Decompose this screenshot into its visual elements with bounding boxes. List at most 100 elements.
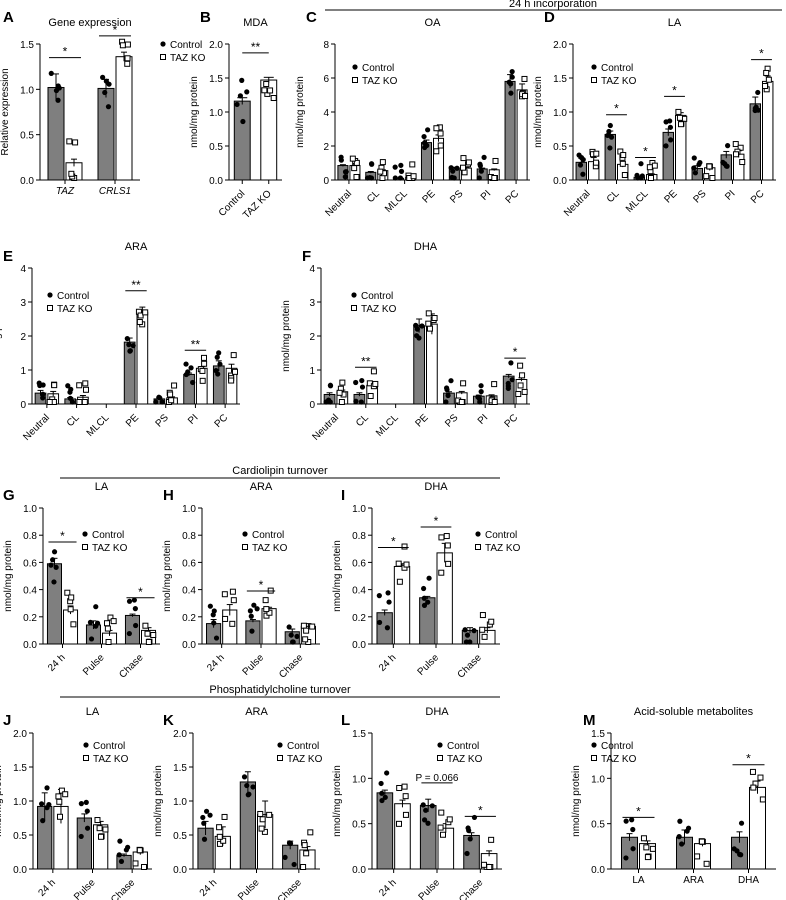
y-tick-label: 1.5 — [352, 729, 366, 740]
chart-E: E ARA 0 1 2 3 4 nmol/mg protein Neutral CL MLCL PE P… — [0, 241, 240, 443]
data-point — [221, 813, 228, 820]
data-point — [183, 361, 189, 367]
bar — [762, 80, 774, 181]
data-point — [691, 155, 697, 161]
data-point — [231, 368, 238, 375]
data-point — [48, 562, 54, 568]
bar — [504, 80, 516, 181]
data-point — [481, 633, 488, 640]
data-point — [159, 399, 165, 405]
y-tick-label: 1.0 — [553, 108, 567, 119]
data-point — [491, 381, 498, 388]
data-point — [336, 389, 343, 396]
data-point — [450, 168, 456, 174]
data-point — [230, 597, 237, 604]
data-point — [444, 387, 450, 393]
data-point — [216, 840, 223, 847]
data-point — [621, 172, 628, 179]
y-tick-label: 2 — [20, 332, 26, 343]
data-point — [76, 382, 83, 389]
data-point — [433, 148, 440, 155]
y-tick-label: 1.5 — [20, 40, 34, 51]
chart-title: DHA — [424, 481, 448, 493]
data-point — [222, 615, 229, 622]
data-point — [262, 597, 269, 604]
data-point — [358, 399, 364, 405]
chart-title: LA — [668, 17, 682, 29]
significance-label: ** — [191, 337, 201, 351]
data-point — [379, 175, 386, 181]
data-point — [353, 159, 360, 166]
data-point — [438, 809, 445, 816]
data-point — [55, 97, 61, 103]
data-point — [517, 382, 524, 389]
data-point — [270, 95, 277, 102]
data-point — [105, 104, 112, 110]
data-point — [68, 386, 74, 392]
data-point — [140, 864, 147, 870]
y-tick-label: 0.8 — [23, 531, 37, 542]
chart-G: G LA 0.0 0.2 0.4 0.6 0.8 1.0 nmol/mg protein 24 h… — [3, 481, 160, 681]
y-axis-label: nmol/mg protein — [295, 76, 306, 148]
x-tick-label: Neutral — [562, 188, 593, 219]
legend-ko-marker — [82, 544, 88, 550]
panel-label-I: I — [341, 487, 345, 504]
data-point — [188, 365, 194, 371]
data-point — [51, 382, 58, 389]
data-point — [200, 814, 206, 821]
chart-title: Gene expression — [48, 17, 131, 29]
legend: Control TAZ KO — [47, 291, 93, 315]
x-tick-label: PS — [443, 412, 460, 429]
data-point — [211, 620, 217, 626]
y-axis-label: nmol/mg protein — [189, 76, 200, 148]
data-point — [478, 168, 484, 174]
data-point — [51, 549, 58, 555]
data-point — [410, 173, 417, 180]
legend-control-label: Control — [362, 63, 394, 74]
data-point — [429, 803, 435, 809]
data-point — [301, 842, 308, 849]
y-tick-label: 0.5 — [173, 831, 187, 842]
data-point — [126, 630, 132, 637]
data-point — [471, 814, 478, 821]
y-axis-label: nmol/mg protein — [162, 540, 173, 612]
legend-control-label: Control — [252, 530, 284, 541]
data-point — [342, 174, 348, 180]
data-point — [639, 173, 645, 179]
data-point — [757, 774, 764, 781]
x-tick-label: CL — [65, 412, 82, 429]
data-point — [213, 368, 219, 374]
legend: Control TAZ KO — [591, 741, 637, 765]
data-point — [398, 162, 404, 168]
legend-control-label: Control — [361, 291, 393, 302]
y-tick-label: 0.4 — [23, 586, 37, 597]
data-point — [216, 833, 223, 840]
data-point — [437, 824, 444, 831]
x-tick-label: Neutral — [21, 412, 52, 443]
x-tick-label: DHA — [738, 875, 759, 886]
data-point — [349, 155, 356, 162]
data-point — [755, 107, 761, 113]
chart-title: MDA — [243, 17, 268, 29]
y-tick-label: 0.6 — [182, 558, 196, 569]
data-point — [509, 377, 515, 383]
data-point — [266, 609, 273, 616]
significance-label: * — [672, 83, 677, 97]
panel-label-E: E — [3, 248, 13, 265]
data-point — [508, 360, 514, 366]
bar — [621, 836, 638, 870]
y-tick-label: 6 — [323, 74, 329, 85]
bar — [115, 56, 133, 181]
data-point — [478, 389, 484, 395]
panel-label-B: B — [200, 9, 211, 26]
x-tick-label: Pulse — [72, 877, 98, 900]
legend: Control TAZ KO — [437, 741, 483, 765]
data-point — [201, 354, 208, 361]
legend-control-label: Control — [287, 741, 319, 752]
data-point — [462, 627, 468, 633]
data-point — [327, 399, 333, 405]
legend-control-marker — [591, 742, 597, 748]
data-point — [93, 604, 99, 610]
legend-ko-label: TAZ KO — [485, 543, 521, 554]
